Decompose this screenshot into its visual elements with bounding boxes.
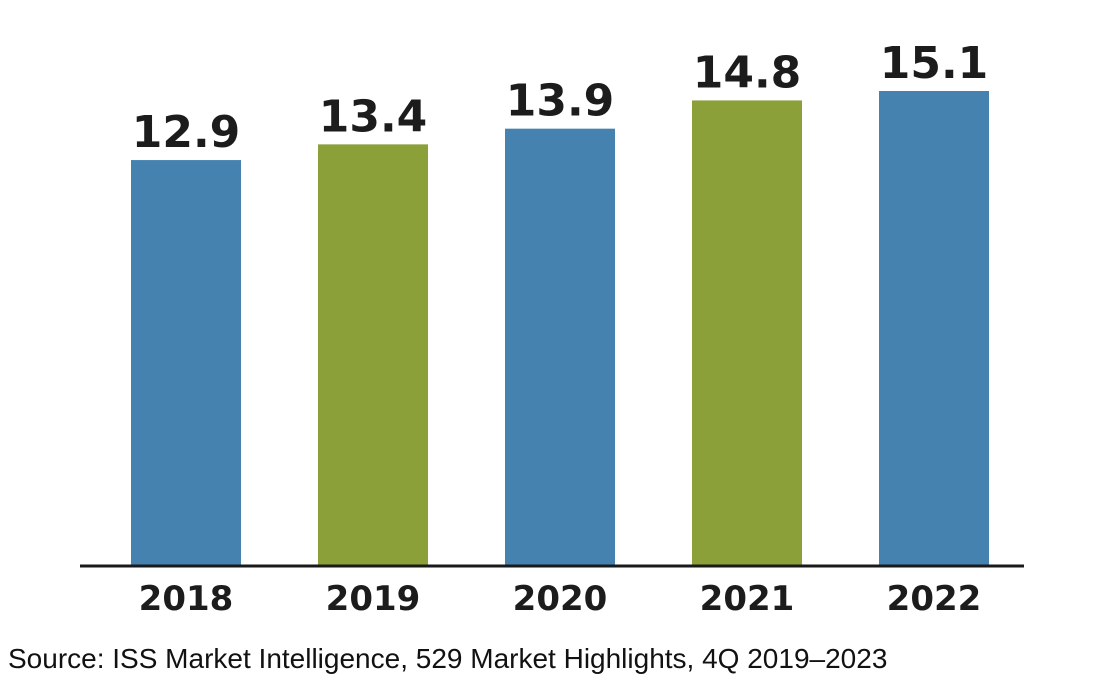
bars [131, 91, 989, 565]
bar-2019 [318, 144, 428, 565]
x-tick-labels: 2018 2019 2020 2021 2022 [139, 579, 982, 619]
x-tick-label-2022: 2022 [887, 579, 982, 619]
bar-2020 [505, 128, 615, 565]
value-label-2022: 15.1 [880, 38, 989, 89]
bar-chart: 12.9 13.4 13.9 14.8 15.1 2018 2019 2020 2021 202… [80, 38, 1024, 619]
value-labels: 12.9 13.4 13.9 14.8 15.1 [132, 38, 989, 158]
x-tick-label-2019: 2019 [326, 579, 421, 619]
value-label-2020: 13.9 [506, 76, 615, 127]
value-label-2019: 13.4 [319, 91, 428, 142]
bar-2022 [879, 91, 989, 565]
bar-2018 [131, 160, 241, 565]
bar-2021 [692, 100, 802, 565]
x-tick-label-2020: 2020 [513, 579, 608, 619]
source-note: Source: ISS Market Intelligence, 529 Mar… [8, 643, 888, 674]
x-tick-label-2018: 2018 [139, 579, 234, 619]
x-tick-label-2021: 2021 [700, 579, 795, 619]
value-label-2021: 14.8 [693, 47, 802, 98]
value-label-2018: 12.9 [132, 107, 241, 158]
